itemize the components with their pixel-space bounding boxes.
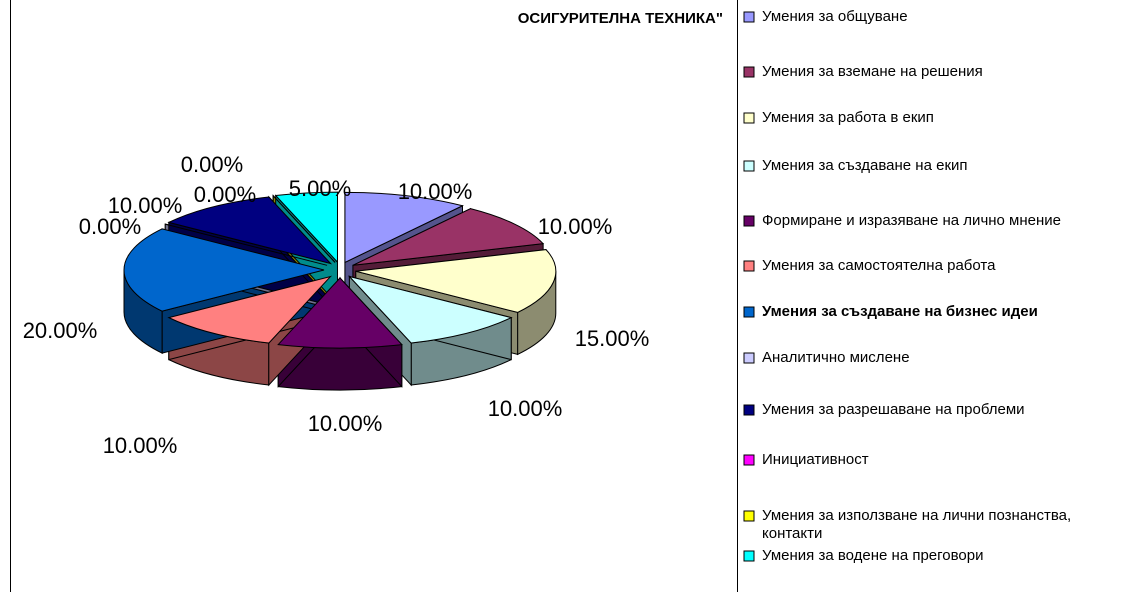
- legend-swatch: [743, 404, 755, 416]
- slice: [165, 223, 328, 266]
- data-label: 10.00%: [398, 179, 473, 204]
- legend-swatch: [743, 112, 755, 124]
- slice: [277, 277, 403, 349]
- legend-swatch: [743, 510, 755, 522]
- slice: [274, 191, 338, 264]
- legend-label: Умения за водене на преговори: [762, 547, 984, 564]
- legend-label: Аналитично мислене: [762, 349, 910, 366]
- data-label: 10.00%: [103, 433, 178, 458]
- slice: [352, 208, 545, 266]
- legend-swatch: [743, 160, 755, 172]
- data-label: 10.00%: [308, 411, 383, 436]
- legend-label: Умения за използване на лични познанства…: [762, 507, 1071, 542]
- slice: [167, 196, 333, 265]
- slice: [123, 228, 325, 312]
- legend-line: контакти: [762, 525, 822, 542]
- legend-line: Умения за използване на лични познанства…: [762, 507, 1071, 524]
- legend-label: Умения за създаване на бизнес идеи: [762, 303, 1038, 320]
- data-label: 0.00%: [181, 152, 243, 177]
- slice: [272, 195, 336, 263]
- data-label: 0.00%: [194, 182, 256, 207]
- data-label: 0.00%: [79, 214, 141, 239]
- slice: [355, 249, 557, 313]
- legend-label: Формиране и изразяване на лично мнение: [762, 212, 1061, 229]
- legend-box: [737, 0, 1131, 592]
- legend-swatch: [743, 66, 755, 78]
- legend-swatch: [743, 352, 755, 364]
- data-label: 20.00%: [23, 318, 98, 343]
- slice: [344, 191, 464, 264]
- legend-swatch: [743, 260, 755, 272]
- legend-swatch: [743, 215, 755, 227]
- legend-swatch: [743, 306, 755, 318]
- legend-label: Умения за създаване на екип: [762, 157, 968, 174]
- legend-swatch: [743, 11, 755, 23]
- legend-swatch: [743, 454, 755, 466]
- data-label: 10.00%: [108, 193, 183, 218]
- data-label: 5.00%: [289, 176, 351, 201]
- legend-label: Умения за самостоятелна работа: [762, 257, 996, 274]
- legend-label: Умения за вземане на решения: [762, 63, 983, 80]
- slice: [347, 275, 513, 344]
- data-label: 15.00%: [575, 326, 650, 351]
- data-label: 10.00%: [538, 214, 613, 239]
- legend-label: Умения за разрешаване на проблеми: [762, 401, 1025, 418]
- slice: [167, 275, 333, 344]
- data-label: 10.00%: [488, 396, 563, 421]
- chart-title: ОСИГУРИТЕЛНА ТЕХНИКА": [518, 10, 723, 27]
- legend-label: Инициативност: [762, 451, 869, 468]
- legend-label: Умения за работа в екип: [762, 109, 934, 126]
- legend-label: Умения за общуване: [762, 8, 908, 25]
- legend-swatch: [743, 550, 755, 562]
